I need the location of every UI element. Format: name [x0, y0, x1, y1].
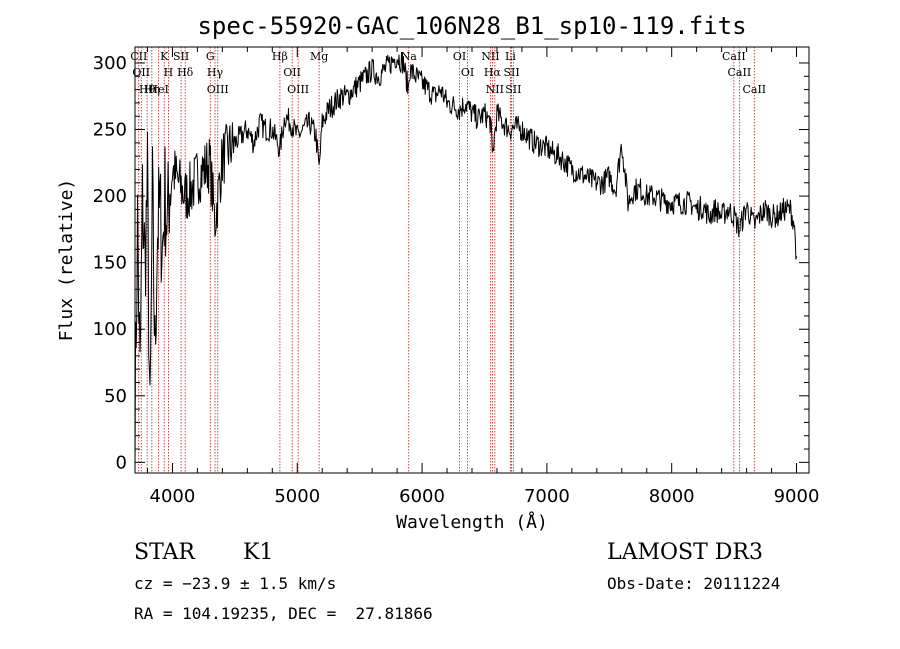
line-marker-label-15: Mg: [310, 50, 328, 63]
line-marker-label-18: OI: [461, 66, 474, 79]
line-marker-label-20: Hα: [484, 66, 502, 79]
line-marker-label-13: OII: [283, 66, 301, 79]
axis-tick-labels: 4000 5000 6000 7000 8000 9000 0 50 100 150 200 250 3…: [93, 53, 820, 507]
line-marker-label-16: Na: [401, 50, 418, 63]
x-tick-label: 4000: [150, 486, 196, 507]
axis-ticks: [135, 47, 809, 473]
redshift-readout: cz = −23.9 ± 1.5 km/s: [134, 574, 337, 593]
x-tick-label: 8000: [649, 486, 695, 507]
y-tick-label: 300: [93, 53, 127, 74]
line-marker-label-5: K: [160, 50, 169, 63]
x-tick-label: 7000: [524, 486, 570, 507]
y-tick-label: 50: [104, 386, 127, 407]
x-axis-label: Wavelength (Å): [396, 511, 548, 533]
line-marker-label-0: CII: [130, 50, 147, 63]
y-tick-label: 150: [93, 253, 127, 274]
line-marker-label-10: Hγ: [207, 66, 224, 79]
x-tick-label: 9000: [774, 486, 820, 507]
object-subclass: K1: [243, 540, 274, 565]
line-marker-label-1: OII: [132, 66, 150, 79]
line-marker-label-11: OIII: [207, 83, 229, 96]
line-marker-label-14: OIII: [287, 83, 309, 96]
y-tick-label: 0: [116, 452, 127, 473]
line-marker-label-2: Hθ: [139, 83, 156, 96]
y-tick-label: 100: [93, 319, 127, 340]
object-class: STAR: [134, 540, 195, 565]
line-marker-label-24: SII: [505, 83, 521, 96]
sky-coordinates: RA = 104.19235, DEC = 27.81866: [134, 604, 433, 623]
line-marker-label-12: Hβ: [272, 50, 288, 63]
x-tick-label: 6000: [399, 486, 445, 507]
line-marker-label-8: Hδ: [177, 66, 194, 79]
line-marker-label-3: Hη: [144, 83, 160, 96]
emission-line-markers: [138, 47, 755, 473]
line-marker-label-22: Li: [505, 50, 516, 63]
line-marker-label-27: CaII: [742, 83, 766, 96]
spectrum-line: [134, 52, 797, 474]
line-marker-label-4: HeI: [148, 83, 168, 96]
chart-title: spec-55920-GAC_106N28_B1_sp10-119.fits: [197, 12, 746, 40]
observation-date: Obs-Date: 20111224: [607, 574, 781, 593]
line-marker-label-17: OI: [453, 50, 466, 63]
survey-name: LAMOST DR3: [607, 540, 763, 565]
line-marker-label-7: SII: [173, 50, 189, 63]
line-marker-label-9: G: [206, 50, 215, 63]
y-axis-label: Flux (relative): [56, 179, 77, 342]
line-marker-label-23: SII: [503, 66, 519, 79]
line-marker-label-6: H: [164, 66, 174, 79]
line-marker-label-19: NII: [481, 50, 499, 63]
line-marker-label-21: NII: [486, 83, 504, 96]
y-tick-label: 250: [93, 120, 127, 141]
line-marker-label-26: CaII: [728, 66, 752, 79]
y-tick-label: 200: [93, 186, 127, 207]
line-marker-label-25: CaII: [722, 50, 746, 63]
x-tick-label: 5000: [274, 486, 320, 507]
